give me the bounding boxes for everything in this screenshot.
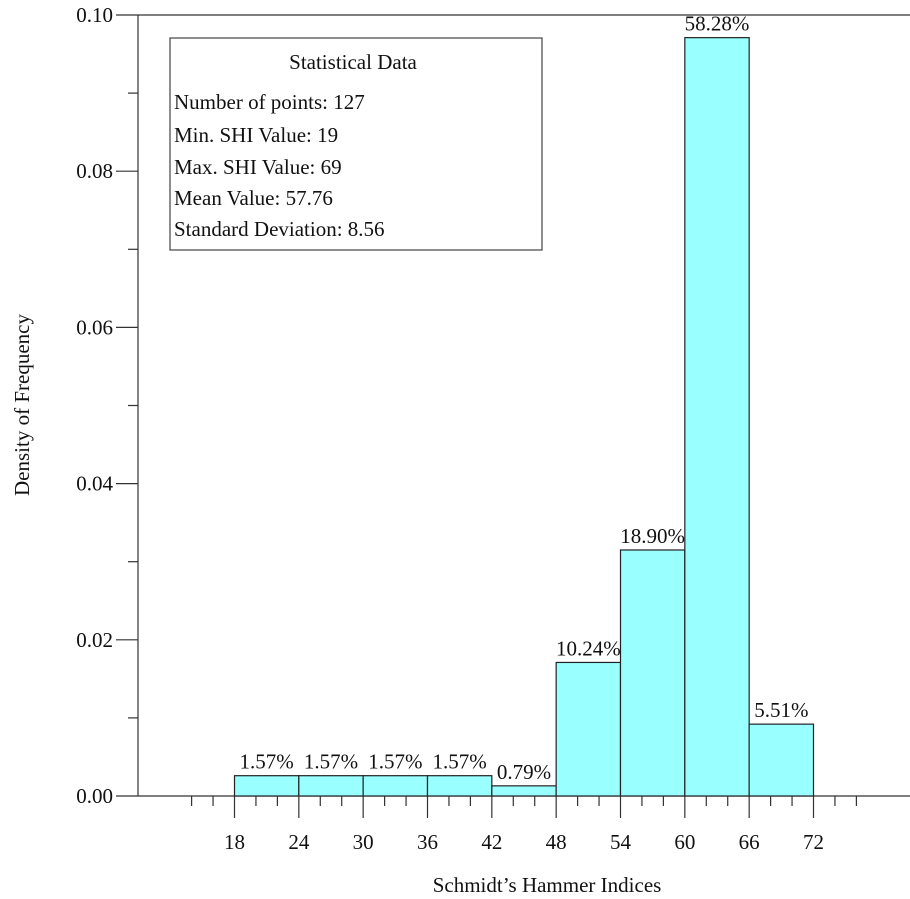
statistics-box-title: Statistical Data <box>289 50 417 74</box>
bar-labels-group: 1.57% 1.57% 1.57% 1.57% 0.79% 10.24% 18.90% 58.… <box>240 12 809 784</box>
x-tick-label: 54 <box>610 830 632 854</box>
bar-percentage-label: 18.90% <box>620 524 685 548</box>
y-tick-label: 0.02 <box>76 628 113 652</box>
bar-percentage-label: 10.24% <box>556 636 621 660</box>
x-tick-label: 60 <box>674 830 695 854</box>
bar-percentage-label: 1.57% <box>368 750 422 774</box>
statistics-box-border <box>169 37 543 251</box>
stat-standard-deviation: Standard Deviation: 8.56 <box>174 217 385 241</box>
histogram-bar <box>619 549 686 797</box>
stat-max-value: Max. SHI Value: 69 <box>174 155 342 179</box>
stat-number-of-points: Number of points: 127 <box>174 90 365 114</box>
bar-percentage-label: 1.57% <box>433 750 487 774</box>
stat-min-value: Min. SHI Value: 19 <box>174 123 338 147</box>
x-tick-label: 30 <box>353 830 374 854</box>
x-tick-label: 48 <box>546 830 567 854</box>
bar-percentage-label: 58.28% <box>685 12 750 36</box>
x-axis: 18 24 30 36 42 48 54 60 66 72 <box>191 796 857 854</box>
x-tick-label: 18 <box>224 830 245 854</box>
bars-group <box>233 37 815 797</box>
histogram-bar <box>491 785 557 797</box>
histogram-bar <box>555 661 622 797</box>
x-tick-label: 36 <box>417 830 438 854</box>
y-tick-label: 0.00 <box>76 784 113 808</box>
x-tick-label: 24 <box>288 830 310 854</box>
bar-percentage-label: 5.51% <box>754 698 808 722</box>
bar-percentage-label: 0.79% <box>497 760 551 784</box>
x-tick-label: 66 <box>739 830 760 854</box>
stat-mean-value: Mean Value: 57.76 <box>174 186 333 210</box>
bar-percentage-label: 1.57% <box>240 750 294 774</box>
histogram-bar <box>298 775 364 797</box>
histogram-bar <box>684 37 750 797</box>
histogram-bar <box>426 775 493 797</box>
x-tick-label: 72 <box>803 830 824 854</box>
y-tick-label: 0.04 <box>76 472 113 496</box>
x-tick-label: 42 <box>481 830 502 854</box>
y-tick-label: 0.08 <box>76 159 113 183</box>
histogram-bar <box>233 775 300 797</box>
y-tick-label: 0.10 <box>76 3 113 27</box>
x-axis-title: Schmidt’s Hammer Indices <box>433 873 662 897</box>
y-axis: 0.00 0.02 0.04 0.06 0.08 0.10 <box>76 3 138 808</box>
statistics-box: Statistical Data Number of points: 127 M… <box>169 37 543 251</box>
histogram-bar <box>362 775 429 797</box>
y-tick-label: 0.06 <box>76 315 113 339</box>
bar-percentage-label: 1.57% <box>304 750 358 774</box>
histogram-bar <box>748 723 815 797</box>
y-axis-title: Density of Frequency <box>10 314 34 496</box>
